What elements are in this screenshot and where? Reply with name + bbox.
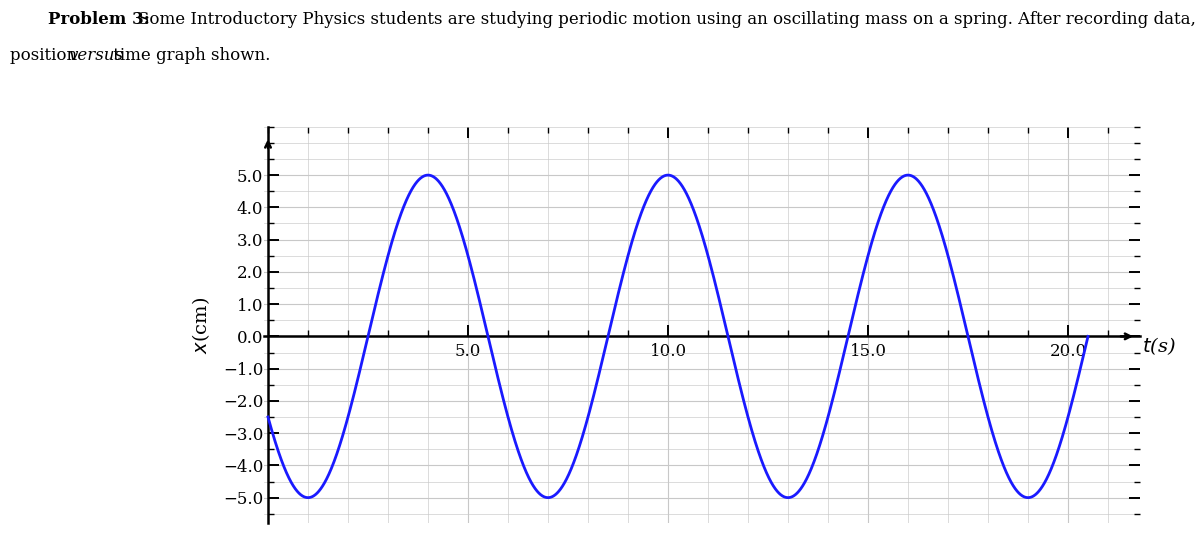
Text: versus: versus <box>68 47 124 64</box>
Text: Some Introductory Physics students are studying periodic motion using an oscilla: Some Introductory Physics students are s… <box>138 11 1200 28</box>
Text: Problem 3:: Problem 3: <box>48 11 150 28</box>
Text: time graph shown.: time graph shown. <box>108 47 270 64</box>
Y-axis label: $x$(cm): $x$(cm) <box>190 296 211 354</box>
Text: position: position <box>10 47 82 64</box>
Text: $t$(s): $t$(s) <box>1142 335 1176 357</box>
